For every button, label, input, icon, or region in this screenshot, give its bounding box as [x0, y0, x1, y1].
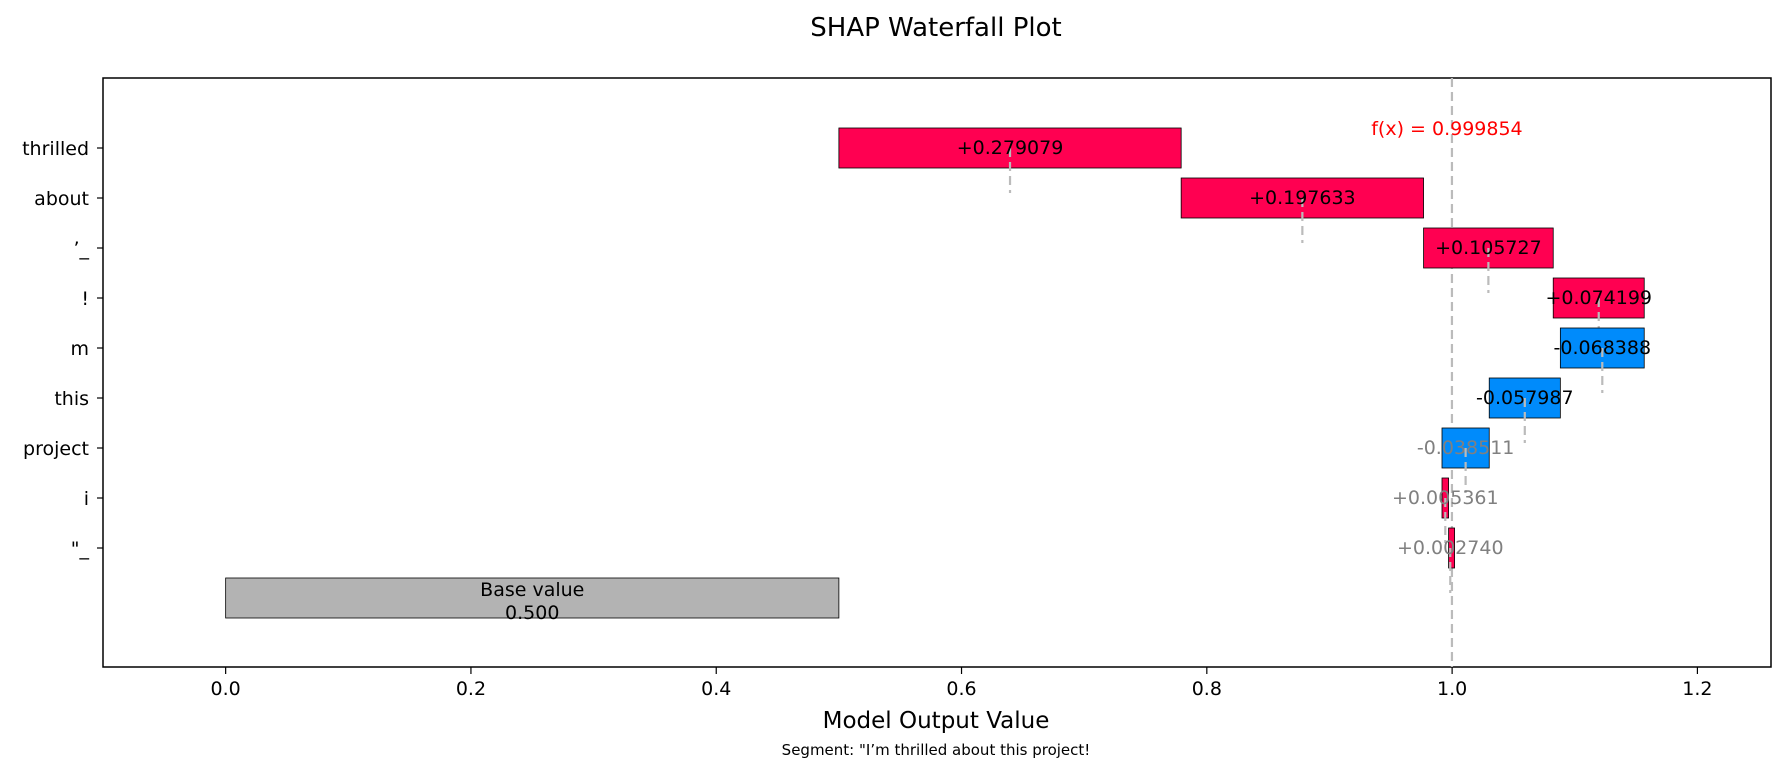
x-tick-label: 0.2 [456, 678, 486, 700]
y-tick-label-’_: ’_ [73, 238, 89, 260]
plot-layer: 0.0 0.2 0.4 0.6 0.8 1.0 1.2 thrilled +0.279079 ab… [22, 78, 1713, 700]
x-tick-label: 0.4 [701, 678, 731, 700]
plot-frame [102, 77, 1772, 668]
bar-value-label: -0.068388 [1554, 337, 1652, 359]
chart-title: SHAP Waterfall Plot [810, 13, 1061, 43]
fx-annotation: f(x) = 0.999854 [1371, 118, 1522, 140]
x-axis-label: Model Output Value [823, 708, 1050, 734]
bar-value-label: +0.197633 [1249, 187, 1356, 209]
bar-value-label: +0.105727 [1435, 237, 1542, 259]
y-tick-label-project: project [23, 438, 89, 460]
y-tick-label-"_: "_ [71, 538, 90, 560]
y-tick-label-i: i [84, 488, 89, 510]
bar-value-label: +0.002740 [1397, 537, 1504, 559]
bar-8 [1448, 527, 1455, 569]
bar-value-label: -0.038511 [1417, 437, 1515, 459]
bar-value-label: -0.057987 [1476, 387, 1574, 409]
x-tick-label: 1.0 [1437, 678, 1467, 700]
y-tick-label-thrilled: thrilled [22, 138, 89, 160]
y-tick-label-m: m [70, 338, 89, 360]
y-tick-label-this: this [54, 388, 89, 410]
x-tick-label: 0.0 [211, 678, 241, 700]
segment-note: Segment: "I’m thrilled about this projec… [782, 741, 1091, 759]
base-value-number: 0.500 [505, 602, 559, 624]
bar-value-label: +0.279079 [957, 137, 1064, 159]
y-tick-label-about: about [34, 188, 89, 210]
bar-value-label: +0.074199 [1545, 287, 1652, 309]
x-tick-label: 1.2 [1682, 678, 1712, 700]
bar-value-label: +0.005361 [1392, 487, 1499, 509]
x-tick-label: 0.8 [1192, 678, 1222, 700]
y-tick-label-!: ! [81, 288, 89, 310]
x-tick-label: 0.6 [946, 678, 976, 700]
base-value-label: Base value [480, 579, 584, 601]
base-value-bar [225, 577, 840, 619]
